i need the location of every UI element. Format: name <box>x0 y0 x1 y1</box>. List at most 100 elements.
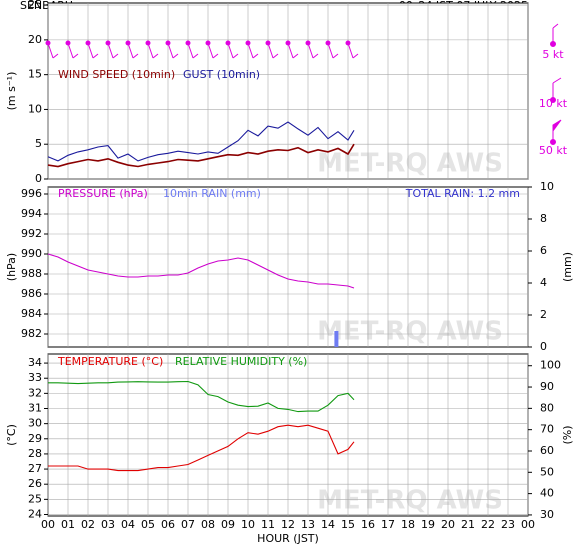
y-tick-label: 28 <box>28 447 42 460</box>
watermark: MET-RQ AWS <box>317 317 503 347</box>
barb-label: 5 kt <box>542 48 564 61</box>
wind-barb <box>245 40 259 59</box>
y2-axis-label: (mm) <box>561 252 574 282</box>
barb-flag <box>192 53 199 59</box>
series-line <box>47 253 355 289</box>
wind-barb <box>85 40 99 59</box>
wind-barb <box>305 40 319 59</box>
x-tick-label: 12 <box>281 518 295 531</box>
x-tick-label: 19 <box>421 518 435 531</box>
wind-barb <box>105 40 119 59</box>
x-tick-label: 01 <box>61 518 75 531</box>
barb-legend <box>550 23 562 145</box>
y-tick-label: 24 <box>28 507 42 520</box>
legend-entry: PRESSURE (hPa) <box>58 187 148 200</box>
x-tick-label: 03 <box>101 518 115 531</box>
y-tick-label: 32 <box>28 386 42 399</box>
y-tick-label: 20 <box>28 33 42 46</box>
x-tick-label: 14 <box>321 518 335 531</box>
y-tick-label: 982 <box>21 327 42 340</box>
barb-flag <box>292 53 299 59</box>
barb-flag <box>112 53 119 59</box>
y-tick-label: 25 <box>28 492 42 505</box>
wind-barb <box>125 40 139 59</box>
x-tick-label: 02 <box>81 518 95 531</box>
y-tick-label: 992 <box>21 227 42 240</box>
y-axis-label: (m s⁻¹) <box>5 72 18 111</box>
y-tick-label: 996 <box>21 187 42 200</box>
y-tick-label: 15 <box>28 68 42 81</box>
barb-flag <box>272 53 279 59</box>
wind-barb <box>185 40 199 59</box>
x-tick-label: 22 <box>481 518 495 531</box>
y2-tick-label: 80 <box>540 401 554 414</box>
y-axis-label: (°C) <box>5 424 18 446</box>
barb-staff <box>227 42 234 59</box>
x-tick-label: 17 <box>381 518 395 531</box>
y-tick-label: 25 <box>28 0 42 11</box>
y-axis-label: (hPa) <box>5 253 18 281</box>
y-tick-label: 31 <box>28 402 42 415</box>
barb-staff <box>207 42 214 59</box>
wind-barb <box>145 40 159 59</box>
series-line <box>48 424 355 472</box>
wind-barb <box>325 40 339 59</box>
x-tick-label: 06 <box>161 518 175 531</box>
y2-tick-label: 0 <box>540 340 547 353</box>
legend-entry: TEMPERATURE (°C) <box>57 355 163 368</box>
barb-flag <box>52 53 59 59</box>
y-tick-label: 26 <box>28 477 42 490</box>
series-line <box>47 143 355 168</box>
y2-tick-label: 90 <box>540 380 554 393</box>
barb-staff <box>107 42 114 59</box>
wind-barb <box>205 40 219 59</box>
y-tick-label: 10 <box>28 102 42 115</box>
legend-entry: WIND SPEED (10min) <box>58 68 175 81</box>
y-tick-label: 5 <box>35 137 42 150</box>
barb-flag <box>312 53 319 59</box>
legend-entry: GUST (10min) <box>183 68 260 81</box>
y-tick-label: 984 <box>21 307 42 320</box>
barb-staff <box>47 42 54 59</box>
y-tick-label: 990 <box>21 247 42 260</box>
barb-staff <box>247 42 254 59</box>
y2-tick-label: 100 <box>540 359 561 372</box>
y2-tick-label: 4 <box>540 276 547 289</box>
barb-staff <box>67 42 74 59</box>
x-tick-label: 00 <box>41 518 55 531</box>
barb-flag <box>212 53 219 59</box>
annotation: TOTAL RAIN: 1.2 mm <box>405 187 520 200</box>
barb-flag <box>332 53 339 59</box>
x-tick-label: 13 <box>301 518 315 531</box>
x-tick-label: 11 <box>261 518 275 531</box>
x-tick-label: 10 <box>241 518 255 531</box>
barb-staff <box>167 42 174 59</box>
wind-barb <box>165 40 179 59</box>
watermark: MET-RQ AWS <box>317 486 503 516</box>
barb-staff <box>307 42 314 59</box>
y-tick-label: 27 <box>28 462 42 475</box>
y-tick-label: 986 <box>21 287 42 300</box>
rain-bar <box>334 331 339 347</box>
barb-flag <box>72 53 79 59</box>
barb-flag <box>152 53 159 59</box>
barb-staff <box>147 42 154 59</box>
x-tick-label: 21 <box>461 518 475 531</box>
y-tick-label: 994 <box>21 207 42 220</box>
x-tick-label: 07 <box>181 518 195 531</box>
y2-tick-label: 10 <box>540 180 554 193</box>
y2-tick-label: 2 <box>540 308 547 321</box>
barb-label: 50 kt <box>539 144 568 157</box>
y2-tick-label: 6 <box>540 244 547 257</box>
x-tick-label: 15 <box>341 518 355 531</box>
x-tick-label: 00 <box>521 518 535 531</box>
x-tick-label: 05 <box>141 518 155 531</box>
barb-staff <box>127 42 134 59</box>
barb-flag <box>172 53 179 59</box>
barb-staff <box>327 42 334 59</box>
barb-staff <box>187 42 194 59</box>
barb-flag <box>252 53 259 59</box>
y-tick-label: 30 <box>28 417 42 430</box>
wind-barb <box>45 40 59 59</box>
